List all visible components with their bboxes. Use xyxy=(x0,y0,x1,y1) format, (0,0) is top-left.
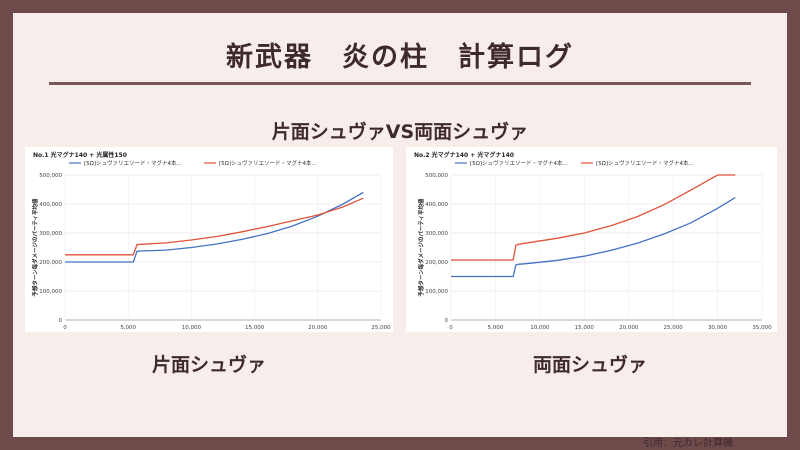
chart-1-y-tick-label-0: 0 xyxy=(59,318,63,324)
chart-1-legend-label-2: [5Ω]シュヴァリエソード・マグナ4本... xyxy=(219,159,317,167)
title-divider xyxy=(49,82,751,85)
chart-1-x-tick-label-5: 25,000 xyxy=(371,325,391,331)
chart-2-y-tick-label-0: 0 xyxy=(445,318,449,324)
chart-1-x-tick-label-0: 0 xyxy=(63,325,67,331)
slide-card: 新武器 炎の柱 計算ログ 片面シュヴァVS両面シュヴァ No.1 光マグナ140… xyxy=(13,13,787,449)
chart-2-y-tick-label-2: 200,000 xyxy=(425,260,448,266)
chart-1-y-axis-label: 予想ターン毎ダメージのパーティ平均値 xyxy=(31,198,39,297)
chart-2-y-axis-label: 予想ターン毎ダメージのパーティ平均値 xyxy=(417,198,425,297)
chart-2-y-tick-label-1: 100,000 xyxy=(425,289,448,295)
chart-2-svg: No.2 光マグナ140 + 光マグナ140[5Ω]シュヴァリエソード・マグナ4… xyxy=(414,151,772,331)
chart-1-x-tick-label-2: 10,000 xyxy=(182,325,202,331)
chart-2-x-tick-label-4: 20,000 xyxy=(619,325,639,331)
chart-2-x-tick-label-0: 0 xyxy=(449,325,453,331)
chart-2-x-tick-label-3: 15,000 xyxy=(575,325,595,331)
chart-1-title: No.1 光マグナ140 + 光属性150 xyxy=(33,151,127,159)
chart-2-x-tick-label-1: 5,000 xyxy=(488,325,504,331)
chart-1-y-tick-label-2: 200,000 xyxy=(39,260,62,266)
chart-2-y-tick-label-4: 400,000 xyxy=(425,202,448,208)
chart-1-y-tick-label-5: 500,000 xyxy=(39,173,62,179)
chart-1-y-tick-label-1: 100,000 xyxy=(39,289,62,295)
chart-2-series-1-line xyxy=(451,197,736,278)
chart-single-sided: No.1 光マグナ140 + 光属性150 [5Ω]シュヴァリエソード・マグナ4本… xyxy=(25,147,393,332)
chart-1-x-tick-label-1: 5,000 xyxy=(120,325,136,331)
chart-2-y-tick-label-3: 300,000 xyxy=(425,231,448,237)
chart-double-sided: No.2 光マグナ140 + 光マグナ140 [5Ω]シュヴァリエソード・マグナ4… xyxy=(406,147,777,332)
caption-double-sided: 両面シュヴァ xyxy=(532,354,647,376)
chart-1-y-tick-label-3: 300,000 xyxy=(39,231,62,237)
chart-2-series-2-line xyxy=(451,174,736,261)
chart-2-x-tick-label-7: 35,000 xyxy=(752,325,772,331)
chart-2-title: No.2 光マグナ140 + 光マグナ140 xyxy=(414,151,514,159)
chart-2-x-tick-label-5: 25,000 xyxy=(664,325,684,331)
source-citation: 引用：元カレ計算機 xyxy=(643,438,733,449)
chart-2-legend-label-2: [5Ω]シュヴァリエソード・マグナ4本... xyxy=(596,159,694,167)
chart-2-legend-label-1: [5Ω]シュヴァリエソード・マグナ4本... xyxy=(470,159,568,167)
chart-1-svg: No.1 光マグナ140 + 光属性150[5Ω]シュヴァリエソード・マグナ4本… xyxy=(31,151,391,331)
caption-single-sided: 片面シュヴァ xyxy=(151,354,266,376)
chart-2-y-tick-label-5: 500,000 xyxy=(425,173,448,179)
page-title: 新武器 炎の柱 計算ログ xyxy=(226,42,574,73)
chart-1-series-1-line xyxy=(65,191,364,263)
chart-1-legend-label-1: [5Ω]シュヴァリエソード・マグナ4本... xyxy=(84,159,182,167)
chart-1-x-tick-label-4: 20,000 xyxy=(308,325,328,331)
chart-1-y-tick-label-4: 400,000 xyxy=(39,202,62,208)
chart-2-x-tick-label-6: 30,000 xyxy=(708,325,728,331)
comparison-subtitle: 片面シュヴァVS両面シュヴァ xyxy=(271,121,529,143)
chart-1-series-2-line xyxy=(65,197,364,256)
chart-1-x-tick-label-3: 15,000 xyxy=(245,325,265,331)
chart-2-x-tick-label-2: 10,000 xyxy=(530,325,550,331)
